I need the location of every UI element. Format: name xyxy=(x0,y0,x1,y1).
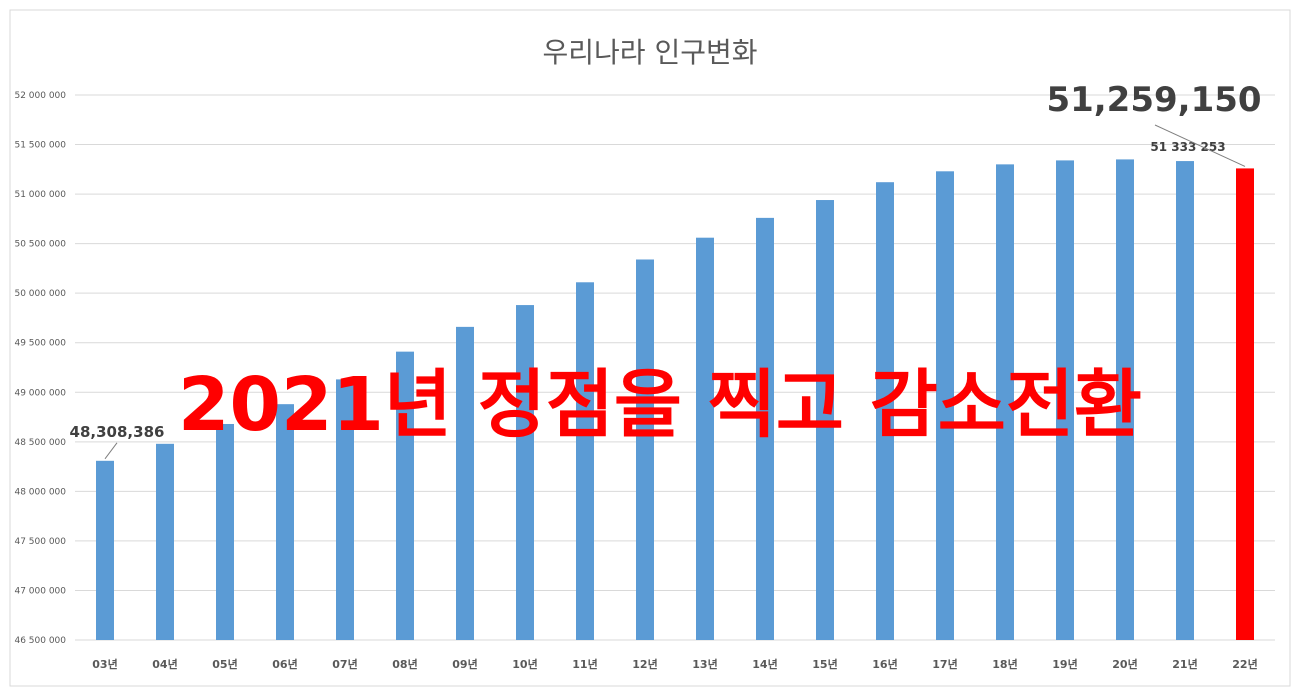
y-tick-label: 47 000 000 xyxy=(14,586,66,596)
y-tick-label: 47 500 000 xyxy=(14,537,66,547)
bar xyxy=(156,443,174,640)
bar xyxy=(756,217,774,640)
x-tick-label: 19년 xyxy=(1052,657,1077,671)
y-tick-label: 52 000 000 xyxy=(14,91,66,101)
y-tick-label: 49 000 000 xyxy=(14,388,66,398)
bar xyxy=(1116,159,1134,640)
x-tick-label: 20년 xyxy=(1112,657,1137,671)
bars xyxy=(96,159,1254,641)
bar xyxy=(876,182,894,640)
leader-line xyxy=(1154,124,1246,167)
x-axis-ticks: 03년 04년 05년 06년 07년 08년 09년 10년 11년 12년 13년 14년 15년 1… xyxy=(92,657,1257,671)
y-axis-ticks: 46 500 000 47 000 000 47 500 000 48 000 000… xyxy=(14,91,66,646)
bar xyxy=(216,423,234,640)
x-tick-label: 06년 xyxy=(272,657,297,671)
bar xyxy=(636,259,654,640)
x-tick-label: 09년 xyxy=(452,657,477,671)
annotation-overlay: 2021년 정점을 찍고 감소전환 xyxy=(178,362,1142,448)
bar xyxy=(936,171,954,641)
bar xyxy=(276,404,294,640)
y-tick-label: 49 500 000 xyxy=(14,339,66,349)
x-tick-label: 03년 xyxy=(92,657,117,671)
bar xyxy=(456,326,474,640)
chart-title: 우리나라 인구변화 xyxy=(543,36,758,69)
x-tick-label: 07년 xyxy=(332,657,357,671)
x-tick-label: 14년 xyxy=(752,657,777,671)
bar xyxy=(96,460,114,640)
grid-layer xyxy=(75,94,1275,641)
bar xyxy=(1056,160,1074,640)
x-tick-label: 11년 xyxy=(572,657,597,671)
x-tick-label: 08년 xyxy=(392,657,417,671)
x-tick-label: 22년 xyxy=(1232,657,1257,671)
y-tick-label: 51 000 000 xyxy=(14,190,66,200)
bar xyxy=(696,237,714,640)
y-tick-label: 48 500 000 xyxy=(14,438,66,448)
y-tick-label: 46 500 000 xyxy=(14,636,66,646)
y-tick-label: 50 500 000 xyxy=(14,240,66,250)
y-tick-label: 50 000 000 xyxy=(14,289,66,299)
x-tick-label: 05년 xyxy=(212,657,237,671)
bar xyxy=(336,379,354,640)
x-tick-label: 21년 xyxy=(1172,657,1197,671)
bar-highlight xyxy=(1236,168,1254,640)
x-tick-label: 12년 xyxy=(632,657,657,671)
data-label-second-last: 51 333 253 xyxy=(1150,140,1225,154)
data-labels: 48,308,386 51 333 253 51,259,150 xyxy=(70,80,1262,460)
bar xyxy=(516,305,534,640)
data-label-first: 48,308,386 xyxy=(70,423,165,441)
x-tick-label: 16년 xyxy=(872,657,897,671)
x-tick-label: 13년 xyxy=(692,657,717,671)
data-label-last: 51,259,150 xyxy=(1046,80,1261,120)
y-tick-label: 48 000 000 xyxy=(14,487,66,497)
bar xyxy=(996,164,1014,640)
x-tick-label: 17년 xyxy=(932,657,957,671)
bar xyxy=(816,200,834,640)
x-tick-label: 04년 xyxy=(152,657,177,671)
x-tick-label: 15년 xyxy=(812,657,837,671)
leader-line xyxy=(104,442,118,460)
y-tick-label: 51 500 000 xyxy=(14,141,66,151)
bar xyxy=(576,282,594,640)
bar xyxy=(396,351,414,640)
x-tick-label: 10년 xyxy=(512,657,537,671)
x-tick-label: 18년 xyxy=(992,657,1017,671)
bar xyxy=(1176,161,1194,640)
